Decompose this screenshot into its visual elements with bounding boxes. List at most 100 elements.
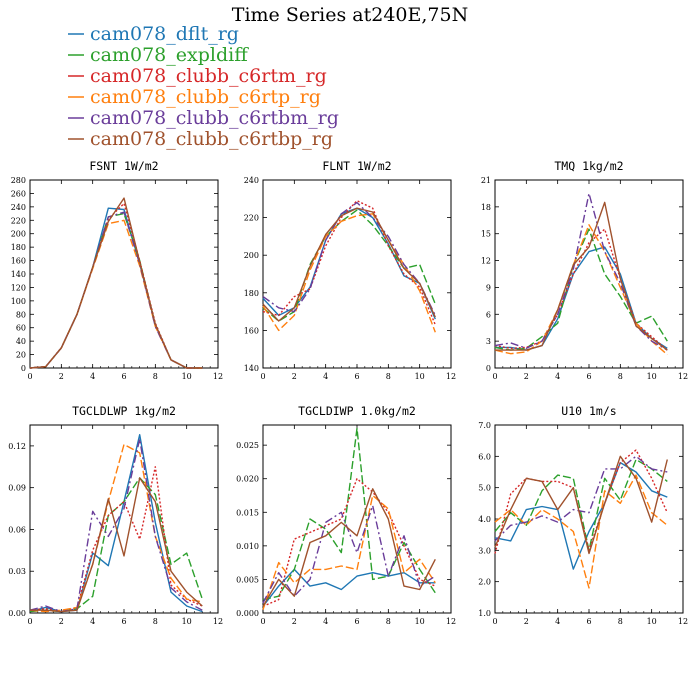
legend-label: cam078_clubb_c6rtbm_rg bbox=[90, 107, 339, 129]
series-line-cam078-clubb-c6rtm-rg bbox=[494, 449, 668, 554]
panel-title: FLNT 1W/m2 bbox=[322, 159, 391, 173]
series-line-cam078-clubb-c6rtbp-rg bbox=[30, 477, 203, 613]
series-line-cam078-dflt-rg bbox=[262, 207, 436, 320]
y-tick-label: 20 bbox=[16, 351, 26, 360]
panel-title: TGCLDIWP 1.0kg/m2 bbox=[298, 404, 416, 418]
y-tick-label: 200 bbox=[244, 251, 259, 260]
x-tick-label: 10 bbox=[647, 372, 657, 381]
panel-title: TGCLDLWP 1kg/m2 bbox=[72, 404, 176, 418]
legend-label: cam078_clubb_c6rtm_rg bbox=[90, 65, 327, 87]
series-line-cam078-clubb-c6rtp-rg bbox=[262, 213, 436, 333]
chart-panel: TGCLDIWP 1.0kg/m2 0 2 4 6 8 10 12 0.000 0.005 0.01… bbox=[236, 404, 456, 626]
y-tick-label: 6 bbox=[486, 310, 491, 319]
y-tick-label: 21 bbox=[481, 176, 491, 185]
y-tick-label: 120 bbox=[11, 283, 26, 292]
series-line-cam078-clubb-c6rtm-rg bbox=[262, 478, 436, 607]
x-tick-label: 2 bbox=[59, 372, 64, 381]
plot-frame bbox=[29, 179, 219, 369]
x-tick-label: 10 bbox=[182, 617, 192, 626]
x-tick-label: 12 bbox=[678, 617, 688, 626]
series-line-cam078-clubb-c6rtbm-rg bbox=[29, 438, 203, 613]
y-tick-label: 60 bbox=[16, 324, 26, 333]
series-line-cam078-clubb-c6rtp-rg bbox=[29, 219, 203, 369]
y-tick-label: 200 bbox=[11, 230, 26, 239]
series-line-cam078-clubb-c6rtbp-rg bbox=[29, 197, 203, 369]
chart-panel: TGCLDLWP 1kg/m2 0 2 4 6 8 10 12 0.00 0.03 0.06 0.09… bbox=[8, 404, 223, 626]
x-tick-label: 10 bbox=[415, 617, 425, 626]
series-line-cam078-clubb-c6rtbp-rg bbox=[494, 455, 668, 555]
series-line-cam078-clubb-c6rtbm-rg bbox=[494, 192, 668, 351]
y-tick-label: 6.0 bbox=[478, 452, 491, 461]
legend: cam078_dflt_rgcam078_expldiffcam078_club… bbox=[68, 23, 339, 150]
legend-entry: cam078_expldiff bbox=[68, 44, 249, 66]
series-line-cam078-clubb-c6rtbm-rg bbox=[262, 201, 436, 316]
y-tick-label: 9 bbox=[486, 283, 491, 292]
x-tick-label: 4 bbox=[555, 617, 560, 626]
y-tick-label: 280 bbox=[11, 176, 26, 185]
plot-frame bbox=[494, 424, 684, 614]
legend-entry: cam078_dflt_rg bbox=[68, 23, 239, 45]
x-tick-label: 10 bbox=[415, 372, 425, 381]
legend-entry: cam078_clubb_c6rtbp_rg bbox=[68, 128, 333, 150]
x-tick-label: 6 bbox=[354, 617, 359, 626]
y-tick-label: 3.0 bbox=[478, 546, 491, 555]
x-tick-label: 10 bbox=[182, 372, 192, 381]
x-tick-label: 2 bbox=[524, 617, 529, 626]
x-tick-label: 4 bbox=[555, 372, 560, 381]
x-tick-label: 8 bbox=[153, 372, 158, 381]
series-line-cam078-clubb-c6rtm-rg bbox=[29, 466, 203, 613]
x-tick-label: 12 bbox=[446, 372, 456, 381]
series-line-cam078-clubb-c6rtp-rg bbox=[29, 443, 203, 613]
y-tick-label: 0.005 bbox=[236, 575, 259, 584]
y-tick-label: 1.0 bbox=[478, 609, 491, 618]
series-line-cam078-clubb-c6rtbm-rg bbox=[262, 504, 436, 604]
x-tick-label: 6 bbox=[121, 617, 126, 626]
y-tick-label: 140 bbox=[244, 364, 259, 373]
y-tick-label: 40 bbox=[16, 337, 26, 346]
panel-title: U10 1m/s bbox=[561, 404, 616, 418]
y-tick-label: 7.0 bbox=[478, 421, 491, 430]
y-tick-label: 140 bbox=[11, 270, 26, 279]
x-tick-label: 6 bbox=[354, 372, 359, 381]
y-tick-label: 0 bbox=[21, 364, 26, 373]
y-tick-label: 240 bbox=[11, 203, 26, 212]
y-tick-label: 0.06 bbox=[8, 525, 26, 534]
series-line-cam078-dflt-rg bbox=[494, 461, 668, 570]
x-tick-label: 2 bbox=[292, 372, 297, 381]
series-line-cam078-clubb-c6rtp-rg bbox=[494, 224, 668, 356]
x-tick-label: 2 bbox=[292, 617, 297, 626]
y-tick-label: 0.010 bbox=[236, 542, 259, 551]
series-line-cam078-dflt-rg bbox=[29, 207, 203, 369]
series-line-cam078-clubb-c6rtp-rg bbox=[262, 494, 436, 610]
x-tick-label: 0 bbox=[260, 617, 265, 626]
x-tick-label: 6 bbox=[121, 372, 126, 381]
series-line-cam078-expldiff bbox=[29, 477, 203, 613]
series-line-cam078-dflt-rg bbox=[495, 246, 668, 351]
chart-panel: TMQ 1kg/m2 0 2 4 6 8 10 12 0 3 6 9 12 15 18 21 bbox=[481, 159, 688, 381]
x-tick-label: 6 bbox=[586, 372, 591, 381]
chart-panel: U10 1m/s 0 2 4 6 8 10 12 1.0 2.0 3.0 4.0 5.0 6.0 7.0 bbox=[478, 404, 688, 626]
x-tick-label: 2 bbox=[524, 372, 529, 381]
x-tick-label: 4 bbox=[90, 372, 95, 381]
x-tick-label: 2 bbox=[59, 617, 64, 626]
panel-title: FSNT 1W/m2 bbox=[89, 159, 158, 173]
y-tick-label: 180 bbox=[244, 289, 259, 298]
y-tick-label: 220 bbox=[244, 214, 259, 223]
y-tick-label: 0.12 bbox=[8, 442, 26, 451]
x-tick-label: 0 bbox=[492, 617, 497, 626]
series-line-cam078-clubb-c6rtm-rg bbox=[29, 202, 203, 369]
panels: FSNT 1W/m20 2 4 6 8 10 12020406080100120140160… bbox=[8, 159, 688, 626]
series-line-cam078-expldiff bbox=[494, 458, 668, 551]
y-tick-label: 220 bbox=[11, 216, 26, 225]
plot-frame bbox=[29, 424, 219, 614]
y-tick-label: 160 bbox=[11, 257, 26, 266]
x-tick-label: 8 bbox=[153, 617, 158, 626]
y-tick-label: 0.09 bbox=[8, 484, 26, 493]
y-tick-label: 0.00 bbox=[8, 609, 26, 618]
x-tick-label: 12 bbox=[213, 372, 223, 381]
x-tick-label: 4 bbox=[90, 617, 95, 626]
y-tick-label: 240 bbox=[244, 176, 259, 185]
series-line-cam078-dflt-rg bbox=[262, 568, 436, 607]
series-line-cam078-clubb-c6rtbm-rg bbox=[29, 211, 203, 369]
